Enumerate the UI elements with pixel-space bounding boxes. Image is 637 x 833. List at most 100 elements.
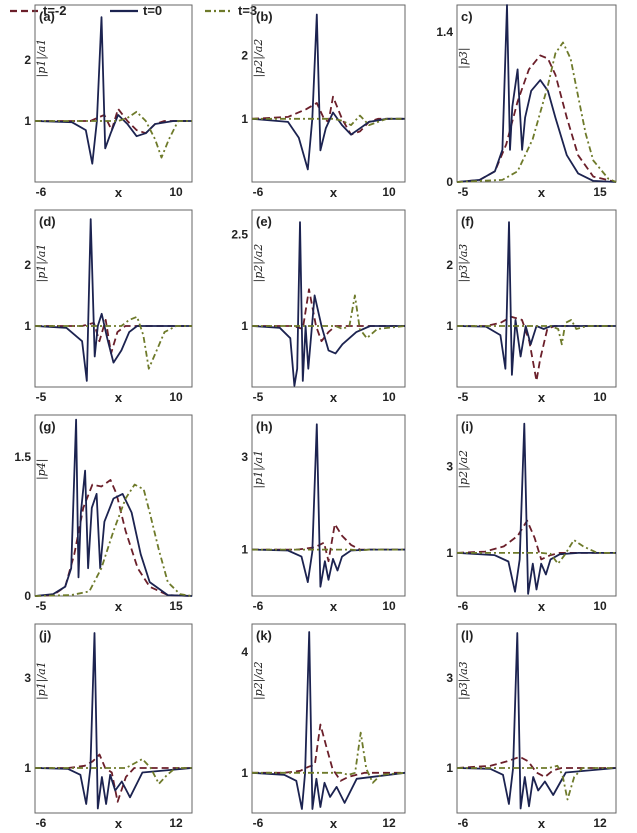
x-tick-label: 15 [169,599,183,613]
y-axis-label: |p2|/a2 [252,39,266,78]
plot-frame [456,209,617,388]
plot-frame [251,209,406,388]
y-tick-label: 1 [446,546,453,560]
series-line-t=-2 [35,319,192,355]
y-tick-label: 2 [241,49,248,63]
plot-frame [456,414,617,597]
x-axis-label: x [115,599,123,614]
x-tick-label: 10 [382,390,396,404]
y-tick-label: 1 [241,543,248,557]
x-axis-label: x [115,390,123,405]
series-line-t=0 [34,418,193,597]
x-tick-label: -5 [253,390,264,404]
panel-g: -5 15 x 0 1.5 |p4| (g) [14,414,193,614]
y-tick-label: 2.5 [231,227,248,241]
panel-a: -6 10 x 1 2 |p1|/a1 (a) [24,4,193,200]
legend-label: t=-2 [43,3,66,18]
x-axis-label: x [330,185,338,200]
panel-j: -6 12 x 1 3 |p1|/a1 (j) [24,623,193,831]
series-line-t=-2 [251,95,405,136]
y-tick-label: 1.5 [14,450,31,464]
panel-label: (j) [39,628,51,643]
panel-label: (e) [256,214,272,229]
legend: t=-2 t=0 t=3 [10,3,257,18]
y-axis-label: |p1|/a1 [35,244,49,283]
y-tick-label: 3 [446,671,453,685]
y-axis-label: |p3| [457,47,471,68]
series-line-t=0 [34,218,192,382]
y-tick-label: 3 [241,450,248,464]
x-tick-label: 10 [382,599,396,613]
panel-label: (g) [39,419,56,434]
x-axis-label: x [538,599,546,614]
plot-frame [456,4,617,183]
plot-frame [456,623,617,814]
panel-d: -5 10 x 1 2 |p1|/a1 (d) [24,209,193,405]
plot-frame [34,209,193,388]
y-tick-label: 3 [446,460,453,474]
series-line-t=3 [35,110,192,159]
x-tick-label: 10 [169,185,183,199]
series-line-t=-2 [456,755,616,778]
x-tick-label: -5 [36,599,47,613]
x-axis-label: x [538,816,546,831]
x-tick-label: -6 [458,816,469,830]
series-line-t=-2 [252,723,405,782]
y-tick-label: 1 [24,319,31,333]
x-tick-label: -6 [253,816,264,830]
series-line-t=-2 [35,107,192,135]
panel-l: -6 12 x 1 3 |p3|/a3 (l) [446,623,617,831]
panel-label: (d) [39,214,56,229]
x-tick-label: 12 [593,816,607,830]
panel-label: (b) [256,9,273,24]
y-tick-label: 3 [24,671,31,685]
y-axis-label: |p1|/a1 [35,39,49,78]
plot-frame [34,4,193,183]
y-tick-label: 1 [241,319,248,333]
x-tick-label: -6 [253,185,264,199]
y-axis-label: |p1|/a1 [35,661,49,700]
y-axis-label: |p3|/a3 [457,244,471,283]
x-tick-label: -6 [458,599,469,613]
series-line-t=0 [251,13,405,171]
x-tick-label: 10 [382,185,396,199]
x-axis-label: x [538,185,546,200]
series-line-t=3 [35,758,192,785]
y-tick-label: 1 [241,766,248,780]
series-line-t=0 [251,221,405,387]
series-line-t=0 [251,423,405,588]
series-line-t=0 [456,422,616,595]
x-axis-label: x [538,390,546,405]
x-axis-label: x [330,816,338,831]
panel-f: -5 10 x 1 2 |p3|/a3 (f) [446,209,617,405]
x-tick-label: 10 [169,390,183,404]
panel-label: (h) [256,419,273,434]
panel-h: -6 10 x 1 3 |p1|/a1 (h) [241,414,406,614]
y-tick-label: 0 [446,175,453,189]
x-tick-label: 12 [169,816,183,830]
y-axis-label: |p2|/a2 [252,661,266,700]
legend-item: t=0 [110,3,162,18]
series-line-t=3 [456,41,617,183]
series-line-t=3 [34,483,193,597]
series-line-t=0 [34,632,193,810]
series-line-t=-2 [34,479,193,597]
series-line-t=3 [252,114,405,126]
x-tick-label: -6 [36,185,47,199]
plot-frame [34,623,193,814]
y-axis-label: |p3|/a3 [457,661,471,700]
x-tick-label: 15 [593,185,607,199]
y-tick-label: 2 [446,258,453,272]
y-axis-label: |p2|/a2 [457,450,471,489]
series-line-t=3 [252,548,405,552]
series-line-t=0 [456,221,616,376]
plot-frame [34,414,193,597]
x-axis-label: x [115,816,123,831]
x-axis-label: x [330,390,338,405]
panel-label: (a) [39,9,55,24]
series-line-t=0 [34,16,192,165]
x-tick-label: -6 [36,816,47,830]
series-line-t=3 [457,539,616,565]
x-tick-label: 10 [593,599,607,613]
x-tick-label: -5 [36,390,47,404]
